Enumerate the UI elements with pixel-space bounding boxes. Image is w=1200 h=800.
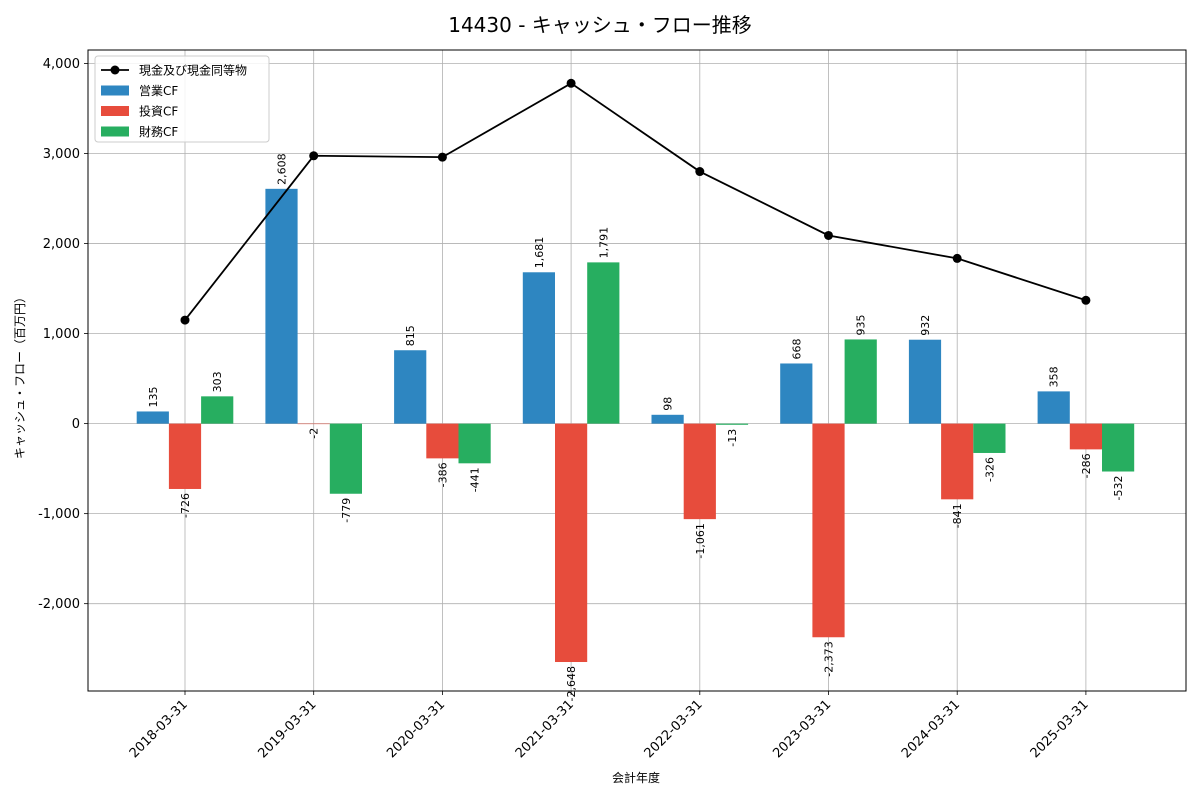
bar-financing-2023-03-31 bbox=[844, 339, 877, 424]
y-tick-label: -1,000 bbox=[38, 507, 80, 522]
cash-point-2019-03-31 bbox=[309, 151, 319, 161]
y-axis-label: キャッシュ・フロー（百万円） bbox=[13, 291, 27, 459]
legend-box bbox=[94, 55, 270, 143]
bar-value-label: -532 bbox=[1112, 476, 1125, 501]
y-tick-label: 2,000 bbox=[43, 237, 80, 252]
bar-value-label: 1,681 bbox=[533, 237, 546, 269]
bar-value-label: -286 bbox=[1080, 453, 1093, 478]
legend-marker bbox=[110, 65, 120, 75]
bar-operating-2019-03-31 bbox=[265, 188, 298, 424]
bar-operating-2024-03-31 bbox=[908, 339, 942, 424]
cash-point-2018-03-31 bbox=[180, 315, 190, 325]
bar-value-label: -779 bbox=[340, 498, 353, 523]
cash-line bbox=[184, 82, 1087, 321]
bar-investing-2018-03-31 bbox=[168, 423, 202, 489]
bar-value-label: 815 bbox=[404, 325, 417, 346]
cash-point-2021-03-31 bbox=[566, 78, 576, 88]
data-labels-layer: 135 2,608 815 1,681 98 668 932 358 -726 -2 -386 -2,… bbox=[147, 153, 1125, 701]
y-tick-label: -2,000 bbox=[38, 597, 80, 612]
bar-investing-2025-03-31 bbox=[1069, 423, 1102, 450]
cash-point-2024-03-31 bbox=[952, 253, 962, 263]
bar-financing-2024-03-31 bbox=[973, 423, 1006, 453]
line-layer bbox=[180, 78, 1091, 325]
bar-financing-2018-03-31 bbox=[201, 396, 234, 424]
bar-value-label: -1,061 bbox=[694, 523, 707, 558]
legend-swatch bbox=[101, 106, 129, 116]
bar-value-label: -2,648 bbox=[565, 666, 578, 701]
x-tick-label: 2022-03-31 bbox=[642, 697, 706, 761]
x-tick-label: 2021-03-31 bbox=[513, 697, 577, 761]
bar-value-label: -326 bbox=[983, 457, 996, 482]
legend-swatch bbox=[101, 126, 129, 137]
bar-value-label: 668 bbox=[790, 338, 803, 359]
bar-value-label: 98 bbox=[662, 397, 675, 411]
bar-investing-2020-03-31 bbox=[426, 423, 459, 459]
bar-investing-2019-03-31 bbox=[297, 423, 330, 425]
y-tick-label: 4,000 bbox=[43, 57, 80, 72]
cash-point-2025-03-31 bbox=[1081, 295, 1091, 305]
bar-value-label: -13 bbox=[726, 429, 739, 447]
chart-title: 14430 - キャッシュ・フロー推移 bbox=[448, 13, 752, 37]
bar-value-label: 135 bbox=[147, 386, 160, 407]
bar-operating-2023-03-31 bbox=[780, 363, 813, 424]
bar-value-label: 358 bbox=[1048, 366, 1061, 387]
x-tick-label: 2018-03-31 bbox=[127, 697, 191, 761]
x-tick-label: 2025-03-31 bbox=[1028, 697, 1092, 761]
bar-financing-2022-03-31 bbox=[715, 423, 749, 425]
legend-label: 現金及び現金同等物 bbox=[139, 63, 247, 78]
cash-point-2023-03-31 bbox=[824, 230, 833, 240]
bar-value-label: 935 bbox=[855, 314, 868, 335]
bar-investing-2021-03-31 bbox=[555, 423, 588, 663]
bar-investing-2023-03-31 bbox=[812, 423, 845, 638]
x-tick-label: 2024-03-31 bbox=[899, 697, 963, 761]
bar-financing-2025-03-31 bbox=[1102, 423, 1135, 472]
x-axis-label: 会計年度 bbox=[612, 770, 660, 785]
bars-layer bbox=[136, 188, 1135, 663]
bar-value-label: -2 bbox=[308, 428, 321, 439]
bar-value-label: -841 bbox=[951, 503, 964, 528]
bar-operating-2022-03-31 bbox=[651, 414, 684, 424]
bar-investing-2022-03-31 bbox=[683, 423, 716, 520]
x-tick-label: 2023-03-31 bbox=[770, 697, 834, 761]
x-tick-label: 2020-03-31 bbox=[384, 697, 448, 761]
bar-value-label: -386 bbox=[436, 462, 449, 487]
legend-label: 営業CF bbox=[139, 84, 178, 98]
x-tick-label: 2019-03-31 bbox=[255, 697, 319, 761]
bar-operating-2025-03-31 bbox=[1037, 391, 1070, 424]
bar-financing-2021-03-31 bbox=[587, 262, 620, 424]
bar-value-label: 2,608 bbox=[276, 153, 289, 185]
bar-financing-2019-03-31 bbox=[329, 423, 362, 494]
bar-value-label: -441 bbox=[469, 467, 482, 492]
bar-operating-2020-03-31 bbox=[394, 350, 427, 424]
y-tick-label: 0 bbox=[72, 417, 80, 432]
plot-frame bbox=[87, 49, 1187, 692]
grid-layer bbox=[88, 50, 1186, 691]
bar-financing-2020-03-31 bbox=[458, 423, 491, 464]
bar-investing-2024-03-31 bbox=[941, 423, 974, 500]
y-tick-label: 3,000 bbox=[43, 147, 80, 162]
cash-point-2020-03-31 bbox=[437, 152, 447, 162]
legend-label: 投資CF bbox=[139, 104, 178, 119]
bar-operating-2018-03-31 bbox=[136, 411, 169, 424]
cash-point-2022-03-31 bbox=[695, 167, 705, 177]
bar-value-label: 303 bbox=[211, 371, 224, 392]
bar-value-label: 1,791 bbox=[597, 227, 610, 259]
legend-swatch bbox=[101, 85, 129, 96]
bar-value-label: -726 bbox=[179, 493, 192, 518]
bar-operating-2021-03-31 bbox=[522, 272, 555, 424]
bar-value-label: 932 bbox=[919, 315, 932, 336]
legend-label: 財務CF bbox=[139, 124, 178, 139]
y-tick-label: 1,000 bbox=[43, 327, 80, 342]
bar-value-label: -2,373 bbox=[823, 641, 836, 676]
